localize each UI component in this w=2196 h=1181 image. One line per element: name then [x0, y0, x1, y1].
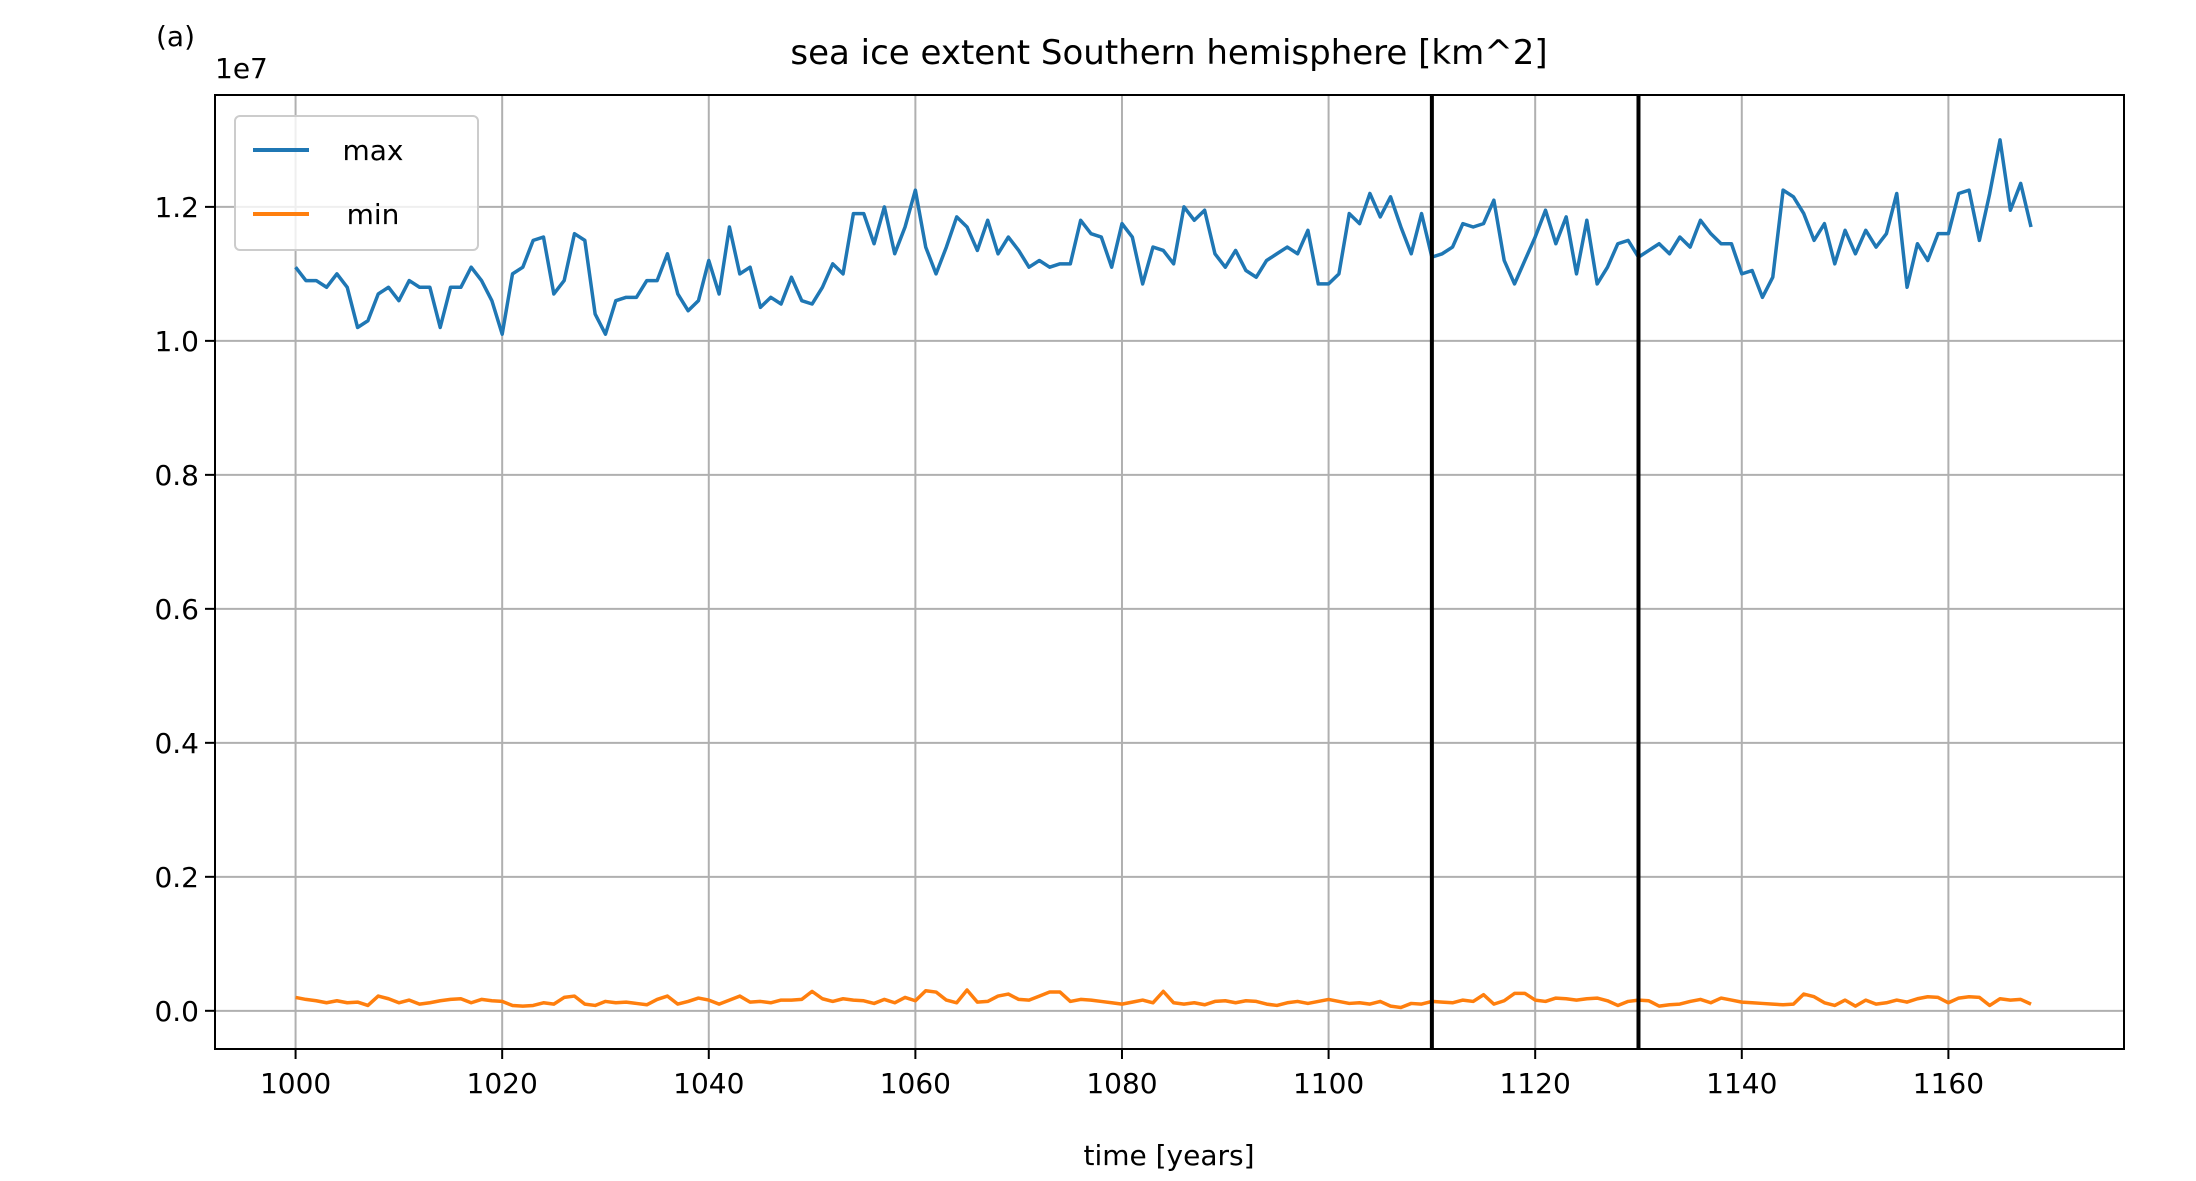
panel-label: (a): [156, 20, 195, 53]
y-tick-label: 0.0: [154, 995, 199, 1028]
x-tick-label: 1140: [1706, 1067, 1777, 1100]
y-offset-label: 1e7: [215, 52, 268, 85]
x-tick-label: 1020: [467, 1067, 538, 1100]
x-tick-label: 1040: [673, 1067, 744, 1100]
y-tick-label: 1.2: [154, 191, 199, 224]
series-line: [294, 138, 2033, 336]
legend-label: max: [342, 134, 403, 167]
x-tick-label: 1160: [1913, 1067, 1984, 1100]
chart-title: sea ice extent Southern hemisphere [km^2…: [790, 33, 1547, 73]
x-tick-label: 1120: [1500, 1067, 1571, 1100]
series-line: [295, 988, 2032, 1010]
x-tick-label: 1080: [1086, 1067, 1157, 1100]
x-tick-label: 1100: [1293, 1067, 1364, 1100]
legend-label: min: [347, 198, 400, 231]
y-tick-label: 0.6: [154, 593, 199, 626]
plot-frame: [214, 94, 2125, 1050]
y-tick-label: 1.0: [154, 325, 199, 358]
y-tick-label: 0.4: [154, 727, 199, 760]
y-tick-label: 0.2: [154, 861, 199, 894]
x-tick-label: 1000: [260, 1067, 331, 1100]
x-tick-label: 1060: [880, 1067, 951, 1100]
y-tick-label: 0.8: [154, 459, 199, 492]
x-axis-label: time [years]: [1083, 1139, 1254, 1172]
